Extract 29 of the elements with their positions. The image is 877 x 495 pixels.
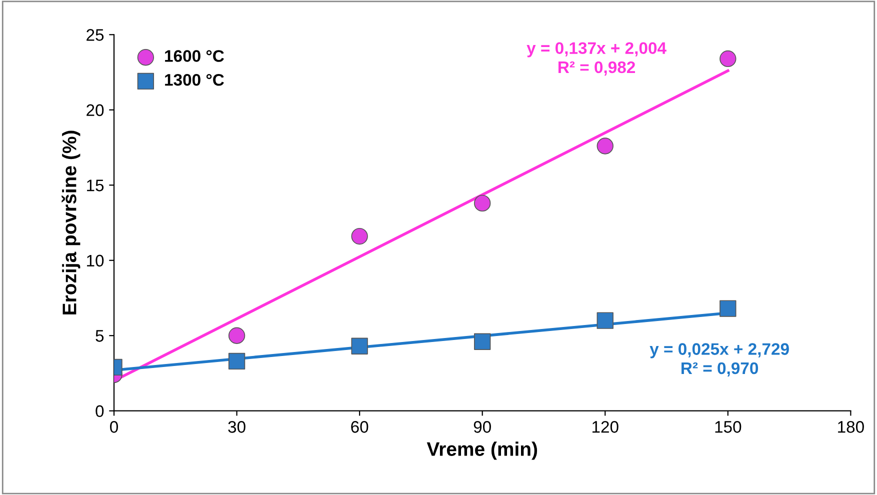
- point: [351, 228, 368, 245]
- point: [474, 333, 491, 350]
- y-tick-label: 25: [86, 29, 104, 41]
- x-tick-label: 120: [592, 421, 618, 433]
- point: [474, 194, 491, 212]
- point: [596, 138, 614, 154]
- point: [596, 312, 614, 329]
- x-tick-label: 150: [715, 421, 742, 433]
- annotation: y = 0,137x + 2,004 R² = 0,982: [526, 42, 666, 76]
- x-axis-title: Vreme (min): [426, 442, 538, 460]
- point: [351, 338, 368, 354]
- point: [228, 352, 246, 370]
- y-tick-label: 15: [87, 180, 104, 192]
- y-tick-label: 5: [96, 330, 104, 342]
- y-tick-label: 20: [86, 104, 104, 116]
- point: [720, 300, 736, 317]
- legend-label: 1600 °C: [165, 50, 224, 62]
- y-tick-label: 0: [96, 405, 104, 418]
- x-tick-label: 30: [228, 421, 246, 433]
- y-tick-label: 10: [87, 254, 104, 267]
- x-tick-label: 90: [474, 421, 491, 433]
- y-axis-title: Erozija površine (%): [62, 130, 80, 314]
- legend-label: 1300 °C: [165, 74, 224, 86]
- x-tick-label: 60: [351, 421, 368, 433]
- point: [228, 327, 246, 344]
- x-tick-label: 180: [838, 421, 864, 433]
- point: [720, 50, 736, 68]
- x-tick-label: 0: [110, 421, 118, 433]
- annotation: y = 0,025x + 2,729 R² = 0,970: [650, 343, 789, 377]
